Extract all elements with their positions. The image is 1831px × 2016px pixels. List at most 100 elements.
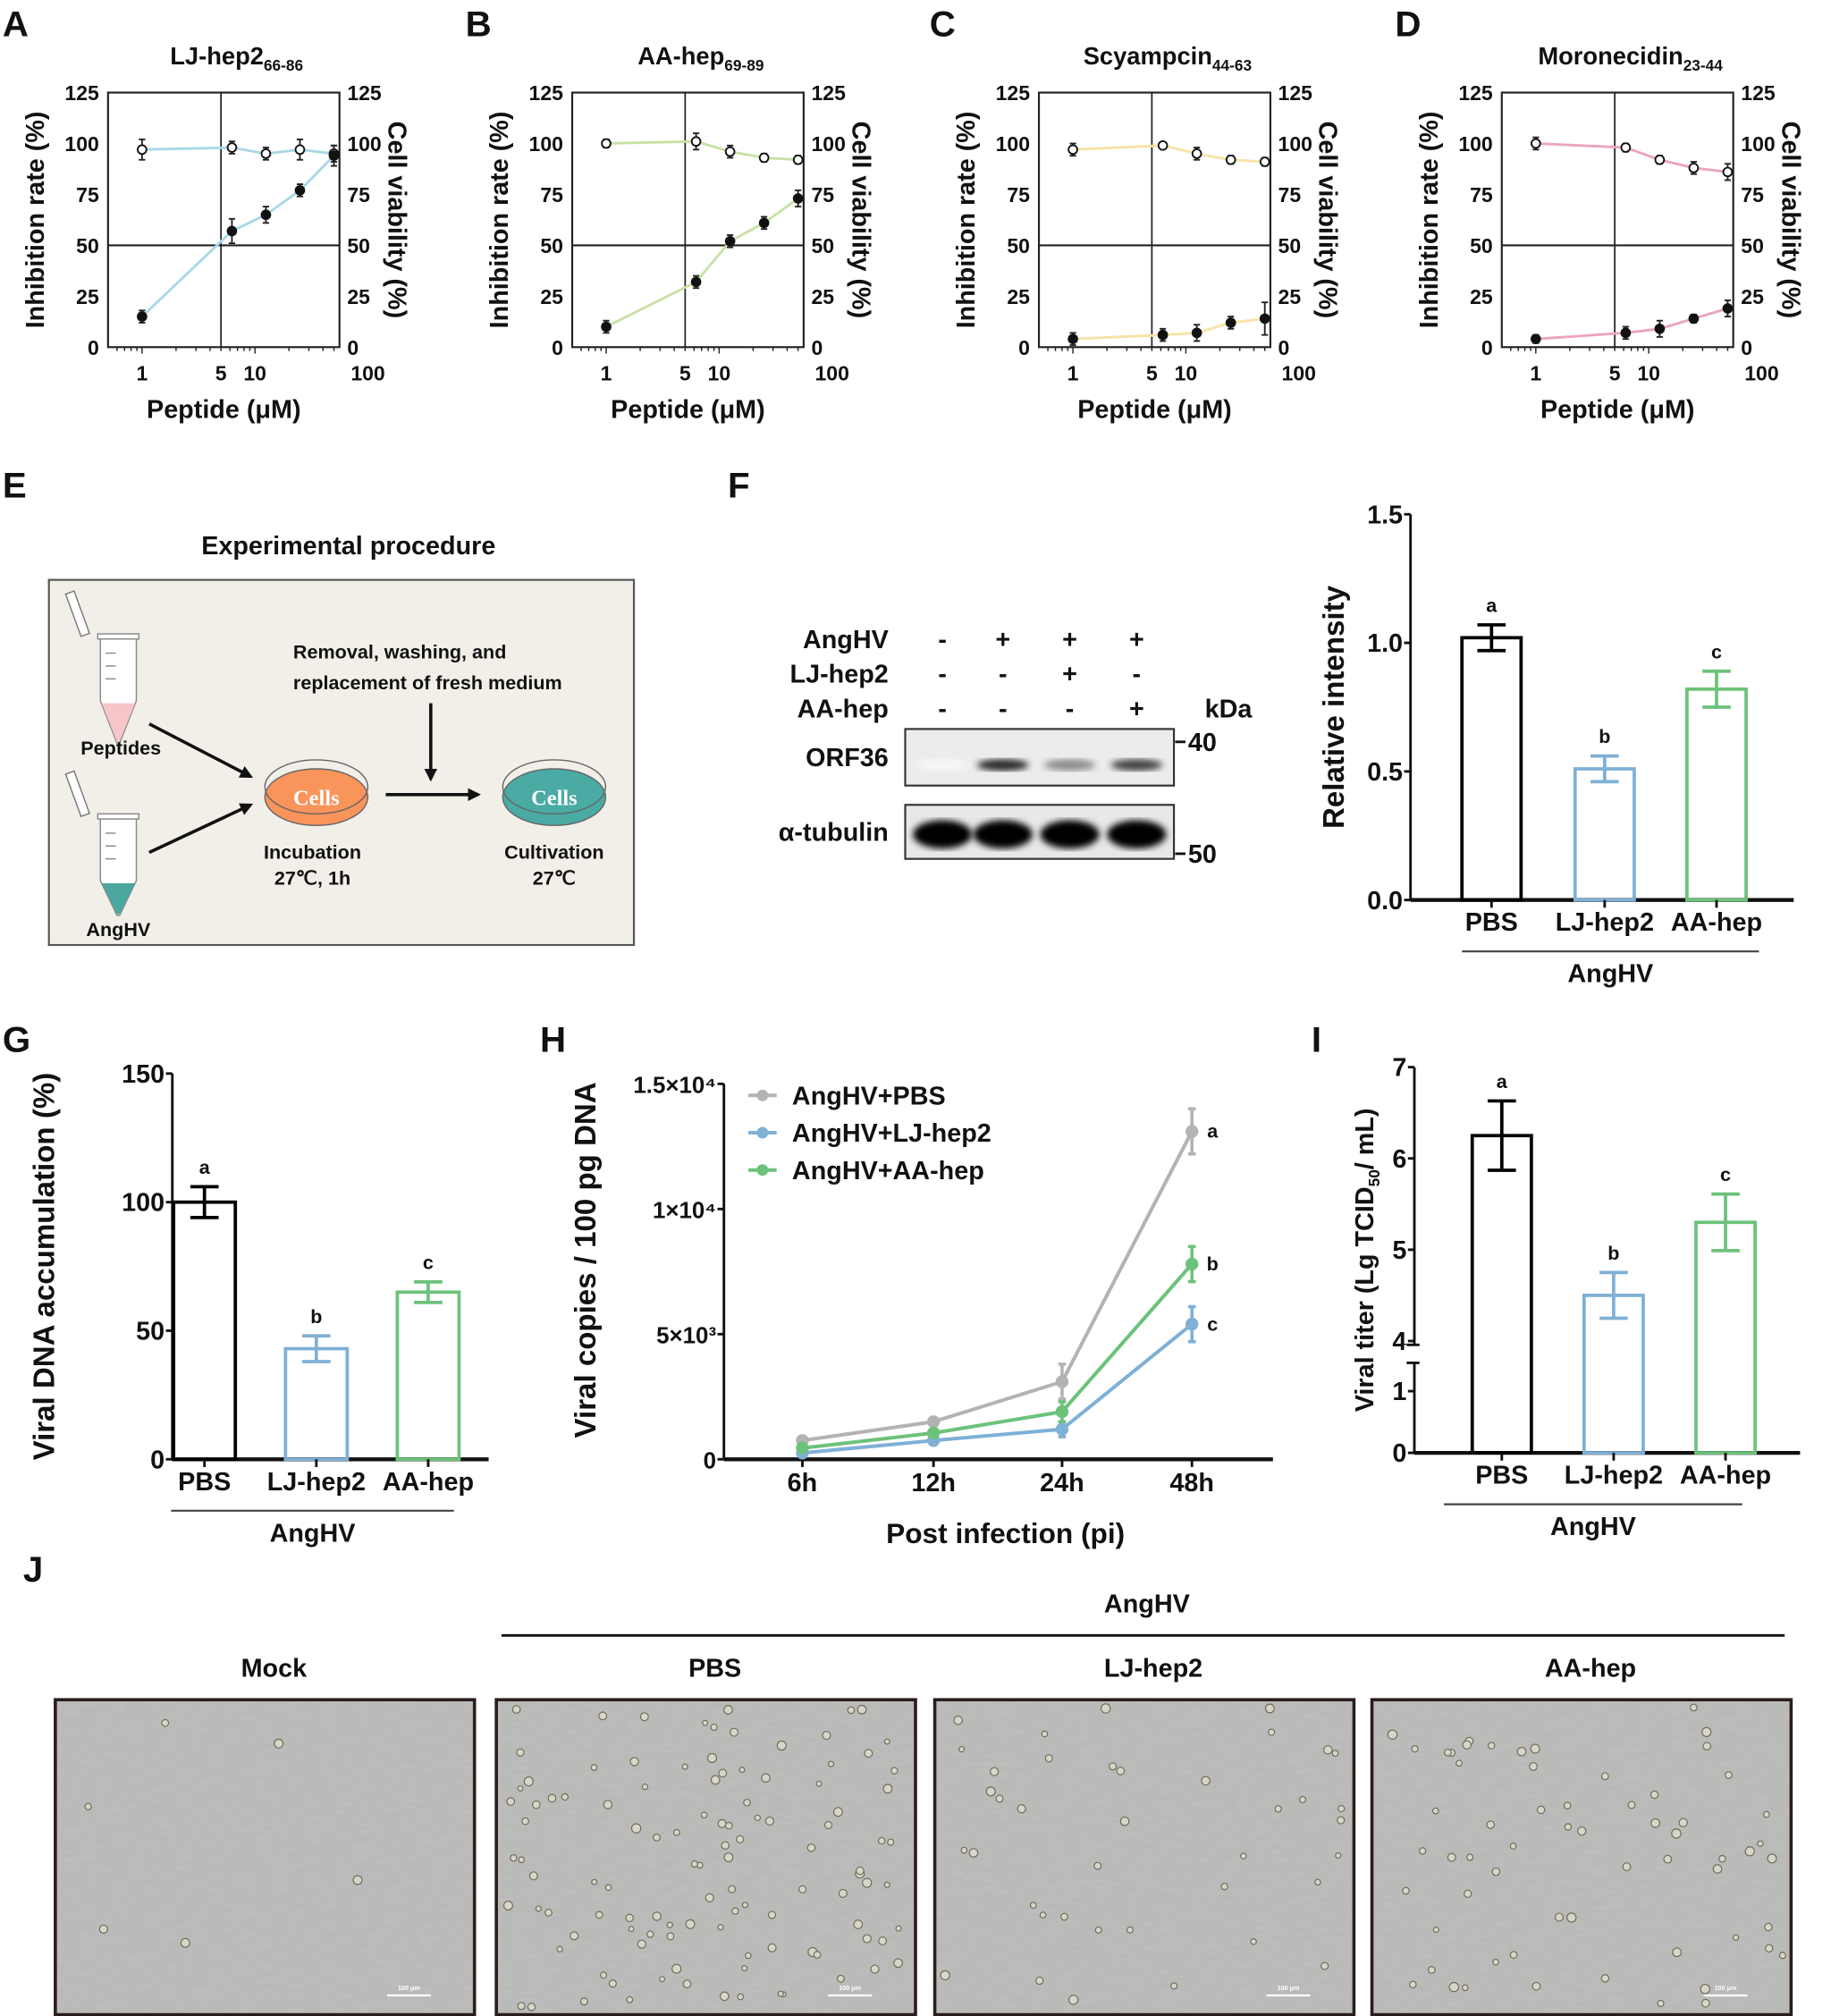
series-line-viability — [1073, 144, 1265, 164]
treatment-sign: - — [1133, 661, 1142, 689]
panel-label-h: H — [540, 1019, 566, 1059]
rounded-cell — [767, 1943, 777, 1953]
data-point-viability — [1688, 163, 1700, 173]
cell-texture — [496, 1700, 916, 2015]
y-right-tick-label: 50 — [812, 234, 835, 257]
legend-label: AngHV+AA-hep — [792, 1157, 984, 1185]
y-tick-label: 0 — [1392, 1439, 1406, 1468]
chart-title-main: AA-hep — [637, 42, 724, 70]
step-text-line2: replacement of fresh medium — [293, 671, 562, 694]
rounded-cell — [595, 1911, 603, 1919]
rounded-cell — [1690, 1703, 1698, 1712]
data-point — [1055, 1375, 1069, 1388]
rounded-cell — [741, 1965, 748, 1972]
rounded-cell — [721, 1841, 730, 1851]
y-right-tick-label: 50 — [1278, 234, 1302, 257]
x-tick-label: 10 — [708, 362, 731, 385]
rounded-cell — [883, 1738, 890, 1745]
rounded-cell — [510, 1854, 518, 1862]
data-point-viability — [1654, 154, 1666, 165]
y-tick-label: 100 — [1458, 132, 1492, 156]
data-point-inhibition — [1225, 317, 1236, 328]
rounded-cell — [561, 1792, 570, 1801]
treatment-sign: - — [938, 661, 947, 689]
y-tick-label: 100 — [64, 132, 98, 156]
data-point — [1055, 1404, 1069, 1419]
y-tick-label: 1 — [1392, 1378, 1406, 1406]
legend-label: AngHV+PBS — [792, 1082, 946, 1110]
treatment-sign: + — [1129, 695, 1144, 723]
rounded-cell — [882, 1784, 893, 1794]
series-line-viability — [141, 146, 334, 156]
rounded-cell — [893, 1958, 903, 1969]
rounded-cell — [1444, 1748, 1452, 1757]
rounded-cell — [887, 1838, 895, 1846]
series-line-inhibition — [140, 155, 335, 318]
dose-response-chart-a: 0 0 25 25 50 50 75 75 100 100 125 125 1 5 10 100 Peptide… — [21, 42, 410, 424]
rounded-cell — [1712, 1864, 1723, 1874]
rounded-cell — [1337, 1805, 1346, 1813]
rounded-cell — [547, 1793, 557, 1803]
rounded-cell — [823, 1820, 833, 1829]
data-point-inhibition — [1067, 333, 1078, 345]
y-right-tick-label: 100 — [347, 132, 381, 156]
rounded-cell — [806, 1843, 816, 1852]
data-point-viability — [294, 144, 306, 156]
x-tick-label: 5 — [215, 362, 227, 385]
data-point-viability — [1067, 144, 1078, 156]
x-tick-label: 10 — [1637, 362, 1660, 385]
data-point-viability — [601, 138, 612, 149]
panel-label-d: D — [1395, 4, 1421, 44]
rounded-cell — [1563, 1801, 1572, 1809]
significance-letter: c — [1207, 1312, 1218, 1335]
micrograph-pbs: PBS 100 μm — [494, 1654, 917, 2016]
rounded-cell — [1531, 1981, 1541, 1991]
x-tick-label: AA-hep — [1671, 908, 1762, 937]
x-tick-label: 12h — [911, 1469, 956, 1497]
bar-pbs — [172, 1200, 238, 1462]
y-tick-label: 100 — [529, 132, 563, 156]
blot-membrane — [904, 728, 1176, 787]
rounded-cell — [535, 1905, 542, 1912]
legend-label: AngHV+LJ-hep2 — [792, 1119, 991, 1148]
rounded-cell — [706, 1752, 718, 1763]
data-point-inhibition — [758, 217, 770, 229]
rounded-cell — [641, 1783, 649, 1791]
data-point-viability — [260, 148, 272, 159]
micrograph-frame — [1370, 1698, 1793, 2016]
x-tick-label: AA-hep — [383, 1468, 474, 1497]
chart-title: Moronecidin23-44 — [1538, 42, 1723, 74]
significance-letter: c — [1711, 640, 1722, 662]
rounded-cell — [883, 1881, 890, 1888]
rounded-cell — [832, 1807, 843, 1818]
rounded-cell — [723, 1705, 733, 1715]
y-tick-label: 25 — [1470, 285, 1493, 308]
x-tick-label: 5 — [1609, 362, 1621, 385]
y-right-tick-label: 100 — [1278, 132, 1312, 156]
rounded-cell — [736, 1835, 745, 1843]
rounded-cell — [1428, 1966, 1436, 1974]
significance-letter: b — [1607, 1242, 1619, 1264]
rounded-cell — [1323, 1745, 1333, 1755]
rounded-cell — [710, 1724, 718, 1732]
rounded-cell — [1622, 1862, 1632, 1871]
data-point — [926, 1426, 941, 1440]
rounded-cell — [600, 1971, 607, 1979]
step-text-line1: Removal, washing, and — [293, 640, 506, 662]
y-tick-label: 0 — [552, 336, 563, 359]
rounded-cell — [1093, 1861, 1102, 1870]
data-point-inhibition — [1157, 329, 1169, 341]
x-tick-label: LJ-hep2 — [1565, 1462, 1663, 1490]
rounded-cell — [878, 1936, 888, 1945]
x-tick-label: 5 — [679, 362, 691, 385]
rounded-cell — [853, 1919, 864, 1929]
x-tick-label: 24h — [1040, 1469, 1084, 1497]
data-point-inhibition — [137, 311, 148, 322]
rounded-cell — [579, 1997, 588, 2006]
rounded-cell — [652, 1911, 662, 1921]
rounded-cell — [1701, 1726, 1712, 1737]
bar-pbs — [1460, 636, 1523, 902]
rounded-cell — [877, 1836, 886, 1845]
x-tick-label: LJ-hep2 — [267, 1468, 366, 1497]
